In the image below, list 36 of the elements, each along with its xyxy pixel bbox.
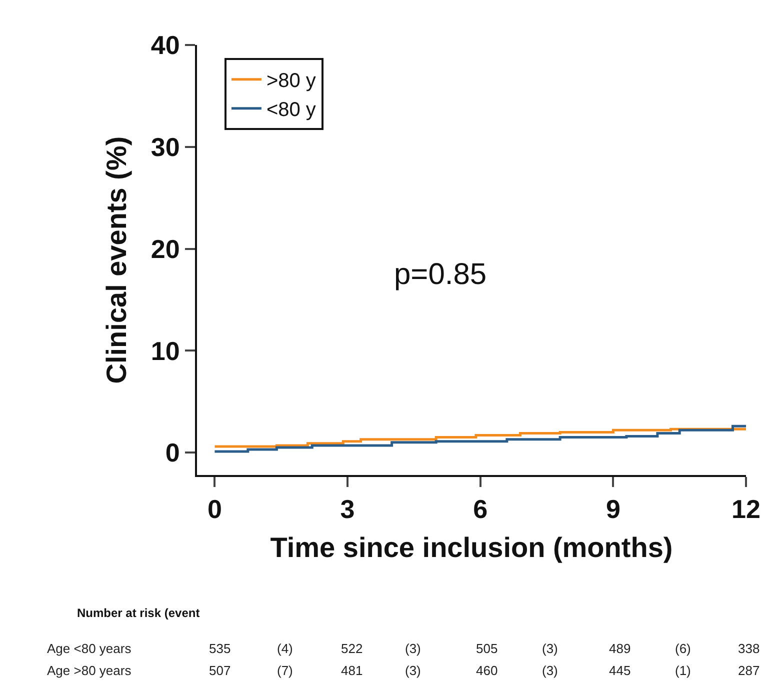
x-tick-label: 6 bbox=[473, 494, 488, 524]
text: 445 bbox=[609, 663, 631, 678]
annotation: p=0.85 bbox=[394, 258, 487, 291]
text: 489 bbox=[609, 641, 631, 656]
text: Age >80 years bbox=[47, 663, 132, 678]
text: 338 bbox=[738, 641, 760, 656]
legend-label: >80 y bbox=[266, 70, 316, 92]
text: (3) bbox=[542, 663, 558, 678]
y-tick-label: 30 bbox=[150, 132, 180, 162]
text: (3) bbox=[405, 641, 421, 656]
text: 535 bbox=[209, 641, 231, 656]
x-axis-title: Time since inclusion (months) bbox=[270, 532, 673, 563]
text: 287 bbox=[738, 663, 760, 678]
text: 460 bbox=[476, 663, 498, 678]
x-tick-label: 0 bbox=[207, 494, 222, 524]
x-tick-label: 9 bbox=[606, 494, 620, 524]
text: 481 bbox=[341, 663, 363, 678]
y-axis-title: Clinical events (%) bbox=[101, 136, 132, 384]
x-tick-label: 12 bbox=[732, 494, 760, 524]
text: Age <80 years bbox=[47, 641, 132, 656]
text: (6) bbox=[675, 641, 691, 656]
text: 507 bbox=[209, 663, 231, 678]
y-tick-label: 20 bbox=[150, 234, 180, 264]
y-tick-label: 10 bbox=[150, 336, 180, 366]
text: (3) bbox=[405, 663, 421, 678]
text: (7) bbox=[277, 663, 293, 678]
y-tick-label: 40 bbox=[150, 30, 180, 60]
y-tick-label: 0 bbox=[165, 438, 180, 468]
text: 522 bbox=[341, 641, 363, 656]
text: (1) bbox=[675, 663, 691, 678]
text: (4) bbox=[277, 641, 293, 656]
text: Number at risk (event bbox=[77, 606, 200, 620]
legend-label: <80 y bbox=[266, 99, 316, 122]
x-tick-label: 3 bbox=[340, 494, 355, 524]
text: 505 bbox=[476, 641, 498, 656]
text: (3) bbox=[542, 641, 558, 656]
